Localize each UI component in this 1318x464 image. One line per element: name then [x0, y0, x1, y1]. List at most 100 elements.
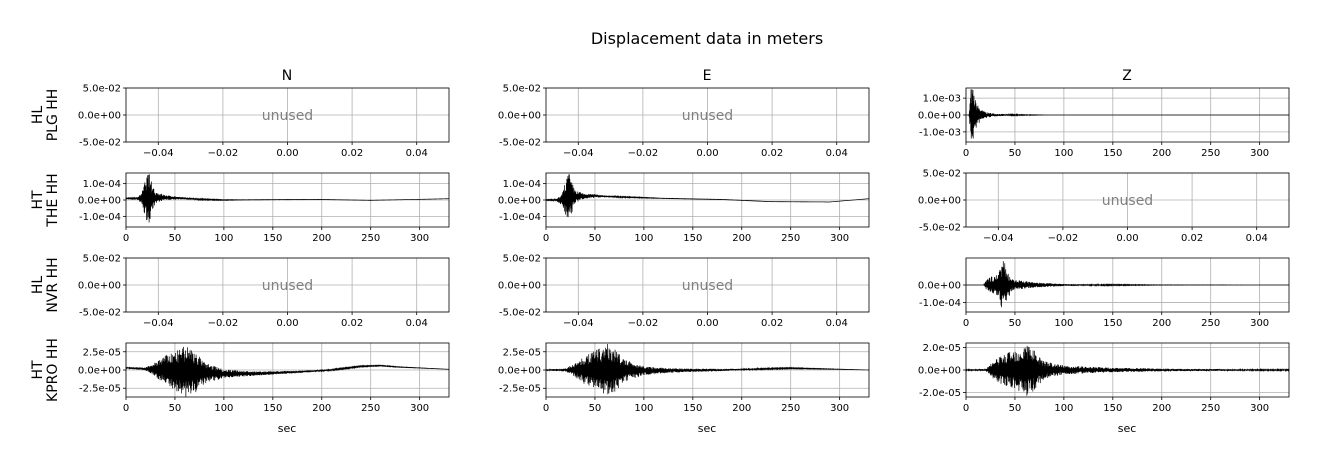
seismic-trace	[545, 344, 869, 395]
x-tick-label: −0.02	[1048, 233, 1079, 244]
y-tick-label: 5.0e-02	[503, 84, 541, 95]
panel-z-1: 0 50 100 150 200 250 300 1.0e-03 0.0e+00 -1.0e-03	[918, 87, 1290, 159]
x-tick-label: 200	[1152, 318, 1171, 329]
y-tick-label: 1.0e-04	[83, 179, 121, 190]
panel-e-3: −0.04 −0.02 0.00 0.02 0.04 5.0e-02 0.0e+00 -5.0…	[498, 254, 870, 329]
y-tick-label: 0.0e+00	[78, 281, 121, 292]
x-tick-label: 50	[169, 233, 182, 244]
x-tick-label: 200	[732, 233, 751, 244]
panel-z-4: 0 50 100 150 200 250 300 2.0e-05 0.0e+00 -2.0e-05	[918, 342, 1290, 414]
x-tick-label: 0.00	[276, 318, 298, 329]
panel-frame	[545, 342, 870, 398]
x-tick-label: 250	[1201, 148, 1220, 159]
y-tick-label: -1.0e-04	[499, 212, 541, 223]
panel-z-3: 0 50 100 150 200 250 300 0.0e+00 -1.0e-04	[918, 257, 1290, 329]
y-tick-label: -1.0e-04	[79, 212, 121, 223]
y-tick-label: 2.5e-05	[83, 347, 121, 358]
panel-frame	[125, 257, 450, 313]
y-tick-label: 1.0e-03	[923, 94, 961, 105]
x-tick-label: 150	[263, 233, 282, 244]
x-tick-label: −0.02	[628, 318, 659, 329]
x-tick-label: 50	[1009, 403, 1022, 414]
y-tick-label: 0.0e+00	[498, 196, 541, 207]
x-tick-label: 0	[963, 318, 969, 329]
panel-n-3: −0.04 −0.02 0.00 0.02 0.04 5.0e-02 0.0e+00 -5.0…	[78, 254, 450, 329]
x-tick-label: 0.02	[761, 148, 783, 159]
panel-frame	[545, 172, 870, 228]
x-tick-label: 200	[732, 403, 751, 414]
x-tick-label: 0.04	[1246, 233, 1268, 244]
chart-title: Displacement data in meters	[591, 29, 823, 48]
x-tick-label: −0.02	[208, 318, 239, 329]
x-axis-label-z: sec	[1118, 422, 1137, 435]
panel-e-2: 0 50 100 150 200 250 300 1.0e-04 0.0e+00 -1.0e-04	[498, 172, 870, 244]
y-tick-label: 0.0e+00	[78, 366, 121, 377]
panel-e-4: 0 50 100 150 200 250 300 2.5e-05 0.0e+00 -2.5e-05	[498, 342, 870, 414]
y-tick-label: -5.0e-02	[79, 138, 121, 149]
x-tick-label: 300	[1250, 148, 1269, 159]
seismic-trace	[545, 174, 870, 218]
panel-n-4: 0 50 100 150 200 250 300 2.5e-05 0.0e+00 -2.5e-05	[78, 342, 450, 414]
x-tick-label: 50	[169, 403, 182, 414]
x-tick-label: 0.00	[696, 148, 718, 159]
y-tick-label: 5.0e-02	[503, 254, 541, 265]
x-tick-label: 0	[963, 148, 969, 159]
x-tick-label: 0.02	[1181, 233, 1203, 244]
row-label-network: HL	[30, 276, 46, 295]
x-tick-label: 100	[214, 233, 233, 244]
x-tick-label: 250	[1201, 318, 1220, 329]
x-tick-label: 150	[1103, 318, 1122, 329]
x-tick-label: 300	[830, 233, 849, 244]
row-label-the: HT THE HH	[30, 173, 61, 227]
row-label-station: THE HH	[45, 173, 61, 227]
x-tick-label: 100	[214, 403, 233, 414]
y-tick-label: 2.5e-05	[503, 347, 541, 358]
panel-frame	[125, 172, 450, 228]
y-tick-label: -5.0e-02	[499, 308, 541, 319]
row-label-plg: HL PLG HH	[30, 89, 61, 142]
row-label-kpro: HT KPRO HH	[30, 338, 61, 402]
panel-frame	[125, 342, 450, 398]
y-tick-label: -2.0e-05	[919, 388, 961, 399]
x-tick-label: 300	[410, 233, 429, 244]
y-tick-label: -5.0e-02	[919, 223, 961, 234]
x-tick-label: 200	[1152, 403, 1171, 414]
panel-n-1: −0.04 −0.02 0.00 0.02 0.04 5.0e-02 0.0e+00 -5.0…	[78, 84, 450, 159]
x-tick-label: 250	[361, 403, 380, 414]
unused-label: unused	[1102, 193, 1153, 209]
x-tick-label: 0	[963, 403, 969, 414]
x-tick-label: 100	[1054, 403, 1073, 414]
panel-frame	[965, 342, 1290, 398]
x-tick-label: 0.00	[696, 318, 718, 329]
x-tick-label: 150	[683, 233, 702, 244]
row-label-network: HT	[30, 190, 46, 210]
row-label-station: PLG HH	[45, 89, 61, 142]
y-tick-label: 0.0e+00	[498, 281, 541, 292]
x-tick-label: 250	[781, 403, 800, 414]
x-tick-label: −0.02	[208, 148, 239, 159]
x-tick-label: −0.04	[563, 148, 594, 159]
y-tick-label: 0.0e+00	[78, 196, 121, 207]
x-tick-label: 0.02	[761, 318, 783, 329]
x-tick-label: 100	[634, 233, 653, 244]
y-tick-label: -1.0e-03	[919, 127, 961, 138]
panel-frame	[965, 257, 1290, 313]
seismic-trace	[966, 89, 1289, 139]
x-tick-label: 150	[683, 403, 702, 414]
x-tick-label: 50	[589, 233, 602, 244]
x-tick-label: 0.00	[276, 148, 298, 159]
panel-n-2: 0 50 100 150 200 250 300 1.0e-04 0.0e+00 -1.0e-04	[78, 172, 450, 244]
x-tick-label: 0.00	[1116, 233, 1138, 244]
row-label-network: HT	[30, 360, 46, 380]
y-tick-label: 1.0e-04	[503, 179, 541, 190]
y-tick-label: -1.0e-04	[919, 298, 961, 309]
y-tick-label: 0.0e+00	[498, 111, 541, 122]
y-tick-label: -5.0e-02	[499, 138, 541, 149]
panel-frame	[545, 257, 870, 313]
y-tick-label: 5.0e-02	[83, 254, 121, 265]
x-tick-label: 100	[1054, 318, 1073, 329]
unused-label: unused	[262, 108, 313, 124]
x-tick-label: 0	[123, 403, 129, 414]
panel-e-1: −0.04 −0.02 0.00 0.02 0.04 5.0e-02 0.0e+00 -5.0…	[498, 84, 870, 159]
x-tick-label: 50	[1009, 318, 1022, 329]
